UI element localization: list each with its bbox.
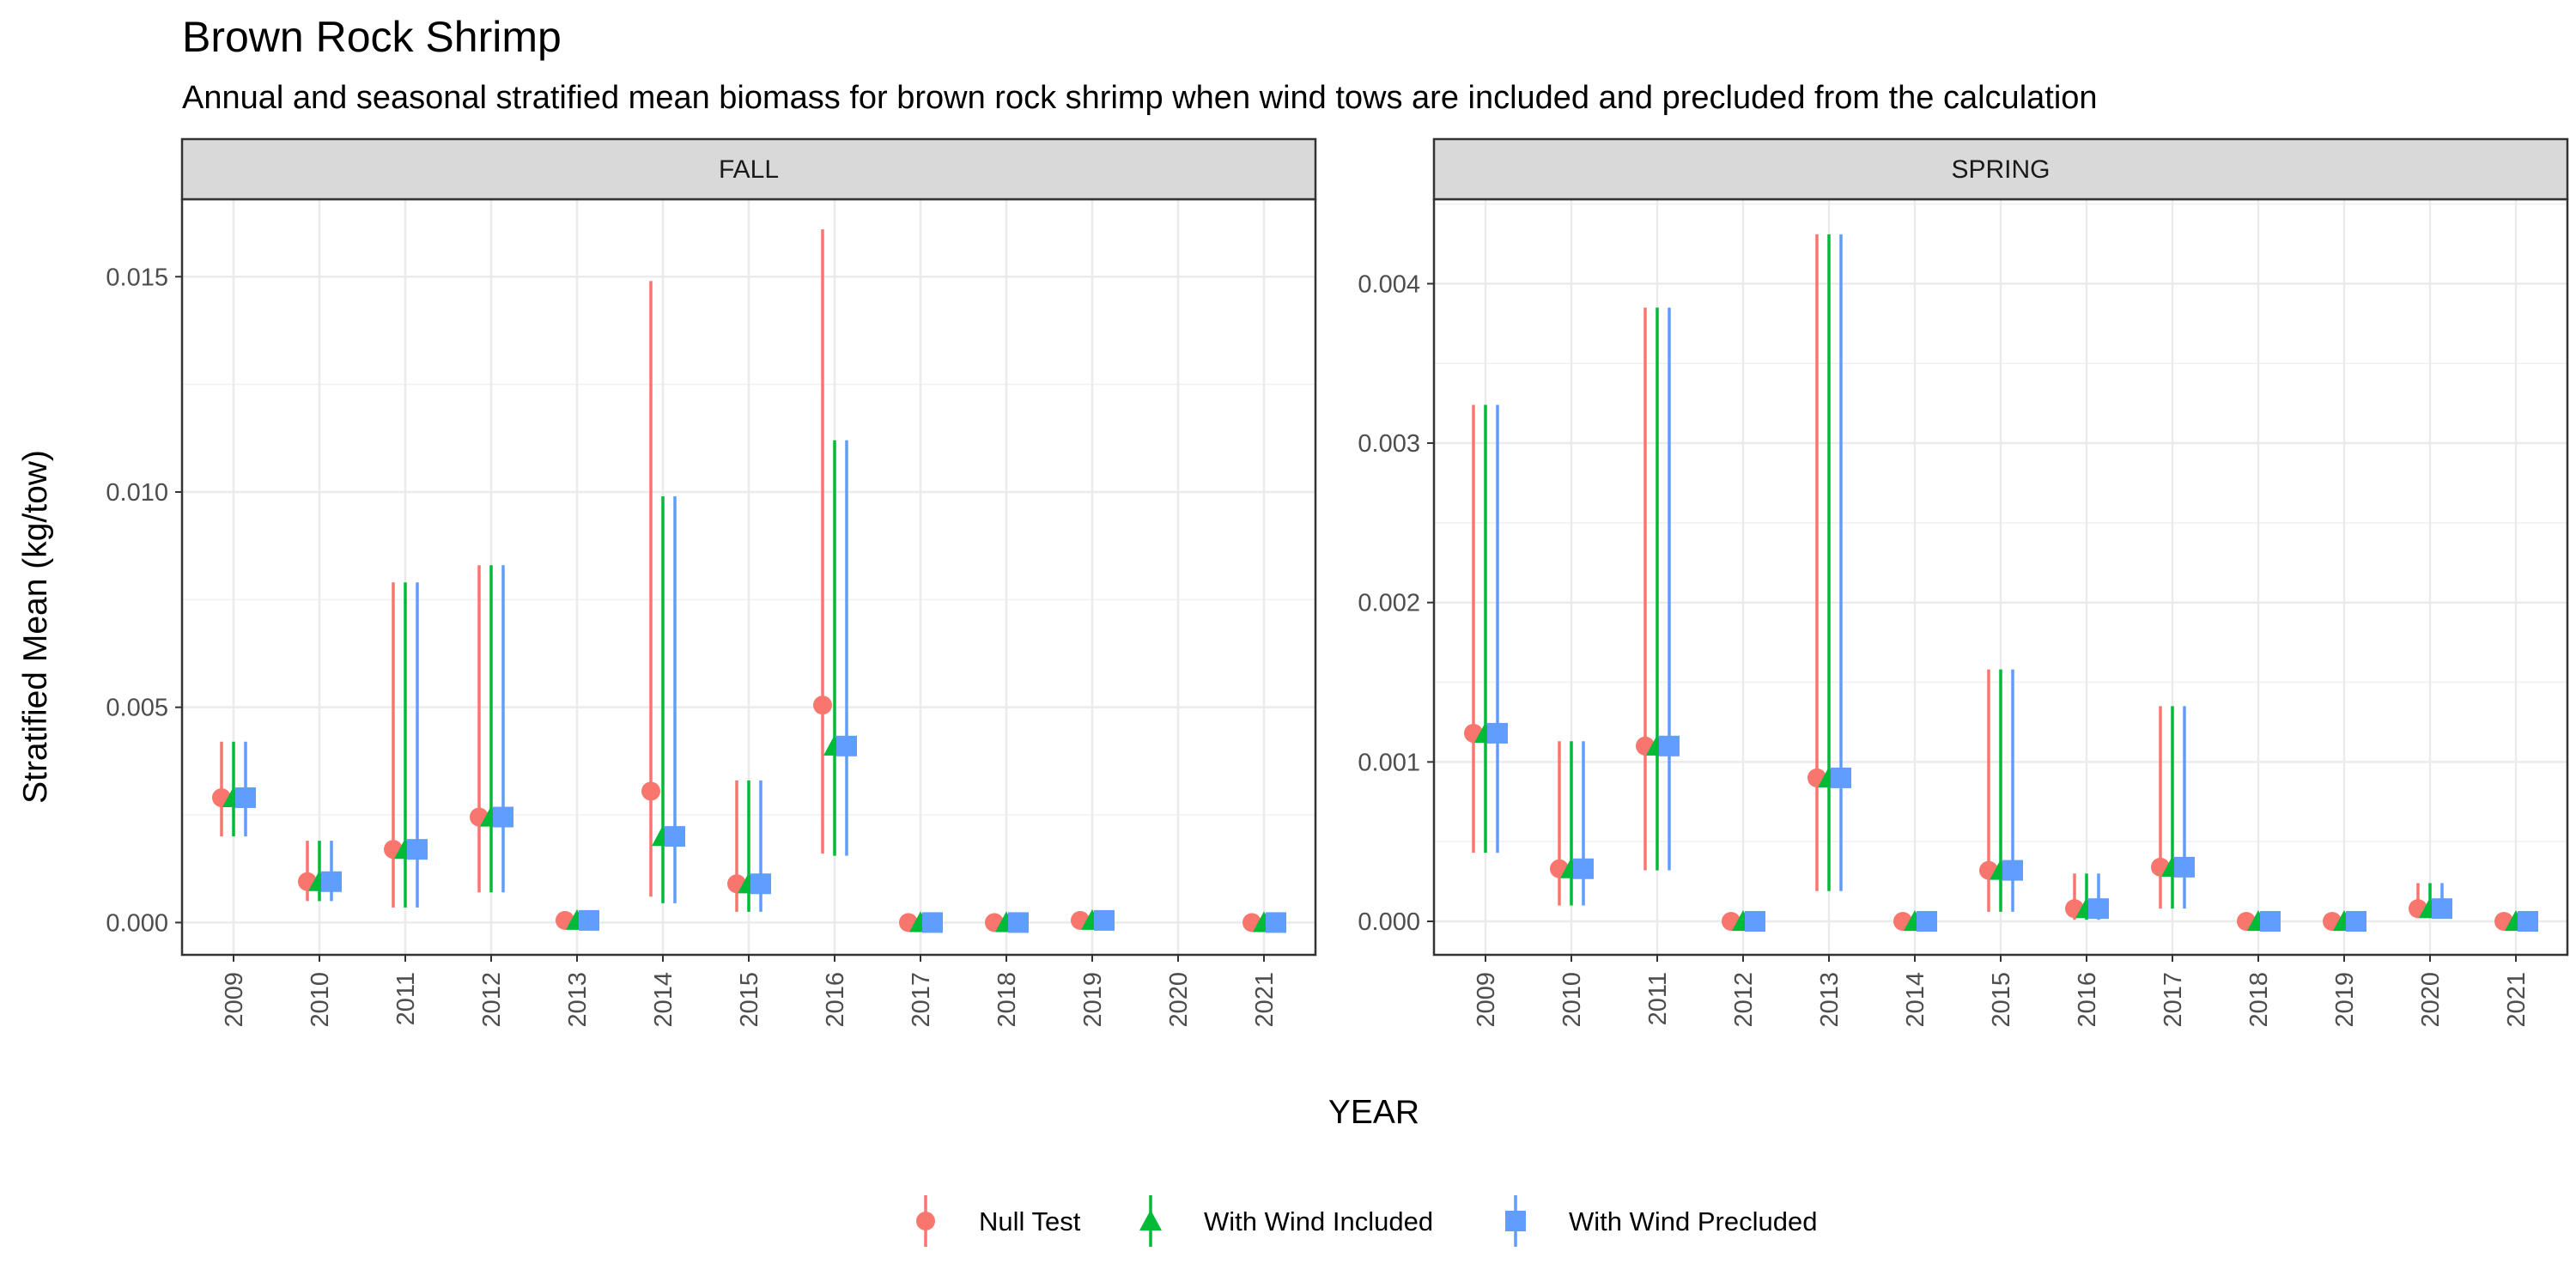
- panel-fall: 0.000 0.005 0.010 0.015 2009 2010 2011 2012 2013…: [106, 137, 1317, 1028]
- x-tick-label: 2015: [1988, 972, 2015, 1028]
- x-tick-label: 2013: [1816, 972, 1844, 1028]
- data-point: [2346, 911, 2366, 933]
- x-tick-label: 2010: [1558, 972, 1586, 1028]
- legend-label: Null Test: [979, 1206, 1081, 1236]
- y-tick-label: 0.010: [106, 479, 168, 507]
- x-tick-label: 2011: [1644, 972, 1672, 1025]
- x-tick-label: 2018: [2245, 972, 2273, 1028]
- x-tick-label: 2012: [1730, 972, 1758, 1028]
- x-tick-label: 2016: [2074, 972, 2101, 1028]
- y-tick-label: 0.005: [106, 695, 168, 722]
- x-tick-label: 2015: [736, 972, 763, 1028]
- data-point: [641, 781, 660, 801]
- data-point: [1659, 735, 1680, 756]
- x-tick-label: 2017: [2160, 972, 2187, 1028]
- series-with-wind-precluded: [1487, 234, 2538, 933]
- data-point: [2174, 856, 2195, 878]
- data-point: [1487, 722, 1508, 744]
- y-tick-label: 0.002: [1358, 590, 1420, 617]
- x-tick-label: 2016: [822, 972, 849, 1028]
- legend-label: With Wind Precluded: [1569, 1206, 1817, 1236]
- chart-title: Brown Rock Shrimp: [182, 13, 562, 61]
- x-tick-label: 2018: [993, 972, 1021, 1028]
- data-point: [579, 909, 599, 931]
- data-point: [321, 871, 342, 892]
- y-tick-label: 0.015: [106, 264, 168, 291]
- data-point: [1008, 912, 1029, 933]
- y-tick-label: 0.004: [1358, 270, 1420, 298]
- facet-strip: [180, 137, 1317, 201]
- x-tick-label: 2012: [478, 972, 506, 1028]
- x-tick-label: 2017: [908, 972, 935, 1028]
- legend-key-marker: [1139, 1210, 1162, 1231]
- data-point: [493, 806, 513, 828]
- data-point: [1266, 912, 1286, 933]
- x-tick-label: 2019: [2331, 972, 2359, 1028]
- facet-strip: [1432, 137, 2569, 201]
- x-tick-label: 2009: [1473, 972, 1500, 1028]
- data-point: [2260, 911, 2281, 933]
- x-tick-label: 2011: [392, 972, 420, 1025]
- x-tick-label: 2014: [1902, 972, 1929, 1028]
- x-tick-label: 2014: [650, 972, 677, 1028]
- data-point: [1917, 911, 1937, 933]
- y-axis-title: Stratified Mean (kg/tow): [17, 450, 54, 804]
- legend: Null Test With Wind Included With Wind Pre…: [916, 1195, 1817, 1247]
- y-tick-label: 0.000: [106, 909, 168, 937]
- y-tick-label: 0.001: [1358, 749, 1420, 776]
- x-tick-label: 2019: [1079, 972, 1107, 1028]
- x-tick-label: 2009: [221, 972, 248, 1028]
- data-point: [922, 912, 943, 933]
- facet-strip-label: SPRING: [1951, 155, 2050, 184]
- data-point: [407, 839, 428, 860]
- chart-subtitle: Annual and seasonal stratified mean biom…: [182, 80, 2098, 116]
- data-point: [813, 696, 832, 715]
- data-point: [2432, 898, 2452, 920]
- data-point: [665, 826, 685, 848]
- x-tick-label: 2021: [1251, 972, 1279, 1028]
- data-point: [750, 873, 771, 895]
- series-null-test: [1464, 234, 2513, 932]
- data-point: [836, 735, 857, 756]
- y-tick-label: 0.000: [1358, 908, 1420, 936]
- legend-item-null-test: Null Test: [916, 1195, 1081, 1247]
- legend-key-marker: [1505, 1211, 1526, 1231]
- data-point: [2088, 898, 2109, 920]
- legend-item-with-wind-included: With Wind Included: [1139, 1195, 1433, 1247]
- data-point: [1573, 858, 1594, 879]
- legend-label: With Wind Included: [1204, 1206, 1433, 1236]
- y-tick-label: 0.003: [1358, 430, 1420, 458]
- data-point: [235, 787, 256, 808]
- x-tick-label: 2020: [2417, 972, 2445, 1028]
- x-tick-label: 2020: [1165, 972, 1193, 1028]
- panel-spring: 0.000 0.001 0.002 0.003 0.004 2009 2010 2011 201…: [1358, 137, 2569, 1028]
- x-tick-label: 2021: [2503, 972, 2530, 1028]
- legend-key-marker: [916, 1212, 935, 1230]
- x-tick-label: 2010: [307, 972, 334, 1028]
- data-point: [1831, 767, 1851, 788]
- legend-item-with-wind-precluded: With Wind Precluded: [1505, 1195, 1817, 1247]
- data-point: [1745, 911, 1765, 933]
- data-point: [2002, 860, 2023, 881]
- x-tick-label: 2013: [564, 972, 592, 1028]
- x-axis-title: YEAR: [1328, 1094, 1419, 1131]
- series-with-wind-precluded: [235, 440, 1286, 933]
- panels: 0.000 0.005 0.010 0.015 2009 2010 2011 2012 2013…: [106, 137, 2569, 1028]
- data-point: [2518, 911, 2538, 933]
- facet-strip-label: FALL: [719, 155, 779, 184]
- data-point: [1094, 909, 1115, 931]
